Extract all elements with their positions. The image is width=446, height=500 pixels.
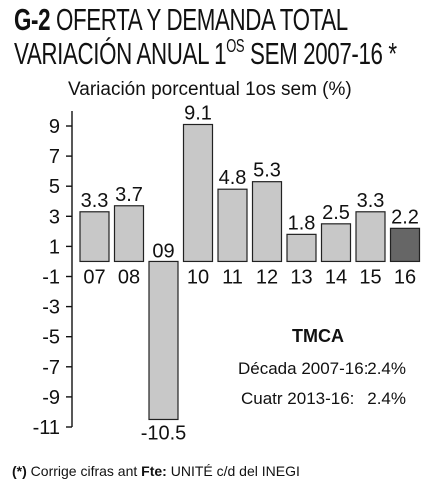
footnote-note: Corrige cifras ant bbox=[26, 463, 142, 479]
y-tick-label: 1 bbox=[49, 236, 60, 258]
bar-value-label: 9.1 bbox=[184, 102, 212, 124]
title-text-2-tail: SEM 2007-16 * bbox=[244, 36, 397, 71]
x-tick-label: 08 bbox=[118, 266, 140, 288]
tmca-row1-label: Década 2007-16: bbox=[238, 359, 368, 378]
footnote-mark: (*) bbox=[12, 463, 27, 479]
bar-value-label: 3.7 bbox=[115, 184, 143, 206]
y-tick-label: -9 bbox=[42, 387, 60, 409]
bar-value-label: 2.2 bbox=[391, 206, 419, 228]
x-tick-label: 13 bbox=[290, 266, 312, 288]
bar bbox=[182, 123, 214, 263]
title-line-2: VARIACIÓN ANUAL 1OS SEM 2007-16 * bbox=[14, 37, 397, 69]
chart-code: G-2 bbox=[14, 2, 51, 37]
bar-value-label: 1.8 bbox=[288, 212, 316, 234]
title-text-2: VARIACIÓN ANUAL 1 bbox=[14, 36, 227, 71]
bar-value-label: -10.5 bbox=[141, 422, 187, 444]
bar bbox=[79, 211, 110, 263]
title-superscript: OS bbox=[226, 36, 245, 56]
x-tick-label: 07 bbox=[83, 266, 105, 288]
x-tick-label: 12 bbox=[256, 266, 278, 288]
bar bbox=[355, 211, 386, 263]
tmca-row2-label: Cuatr 2013-16: bbox=[241, 389, 354, 408]
y-tick-label: 7 bbox=[49, 146, 60, 168]
bar-value-label: 4.8 bbox=[219, 167, 247, 189]
bar bbox=[286, 233, 317, 263]
bar bbox=[251, 181, 283, 263]
chart-subtitle: Variación porcentual 1os sem (%) bbox=[68, 79, 352, 100]
y-tick-label: -3 bbox=[42, 297, 60, 319]
tmca-row2-value: 2.4% bbox=[367, 389, 406, 408]
y-tick-label: -1 bbox=[42, 267, 60, 289]
source-label: Fte: bbox=[141, 463, 167, 479]
y-tick-label: -5 bbox=[42, 327, 60, 349]
bar bbox=[217, 188, 248, 263]
source-text: UNITÉ c/d del INEGI bbox=[166, 463, 300, 479]
y-tick-label: 5 bbox=[49, 176, 60, 198]
x-tick-label: 16 bbox=[394, 266, 416, 288]
x-tick-label: 14 bbox=[325, 266, 347, 288]
bar-value-label: 3.3 bbox=[357, 190, 385, 212]
y-tick-label: -11 bbox=[33, 417, 60, 439]
bar bbox=[113, 205, 145, 263]
y-tick-label: 9 bbox=[49, 116, 60, 138]
chart-title: G-2 OFERTA Y DEMANDA TOTAL VARIACIÓN ANU… bbox=[14, 4, 446, 69]
x-tick-label: 10 bbox=[187, 266, 209, 288]
footnote: (*) Corrige cifras ant Fte: UNITÉ c/d de… bbox=[12, 463, 300, 479]
y-tick-label: 3 bbox=[49, 206, 60, 228]
x-tick-label: 11 bbox=[222, 266, 243, 288]
bar-value-label: 2.5 bbox=[322, 202, 350, 224]
x-tick-label: 15 bbox=[359, 266, 381, 288]
bar-value-label: 5.3 bbox=[253, 160, 281, 182]
bar bbox=[148, 260, 179, 421]
title-line-1: G-2 OFERTA Y DEMANDA TOTAL bbox=[14, 4, 397, 35]
tmca-row1-value: 2.4% bbox=[367, 359, 406, 378]
bar bbox=[389, 227, 421, 263]
bar bbox=[320, 223, 352, 263]
y-tick-label: -7 bbox=[42, 357, 60, 379]
bar-value-label: 3.3 bbox=[81, 190, 109, 212]
tmca-heading: TMCA bbox=[292, 326, 344, 346]
title-text-1: OFERTA Y DEMANDA TOTAL bbox=[55, 2, 348, 37]
x-tick-label: 09 bbox=[152, 240, 174, 262]
